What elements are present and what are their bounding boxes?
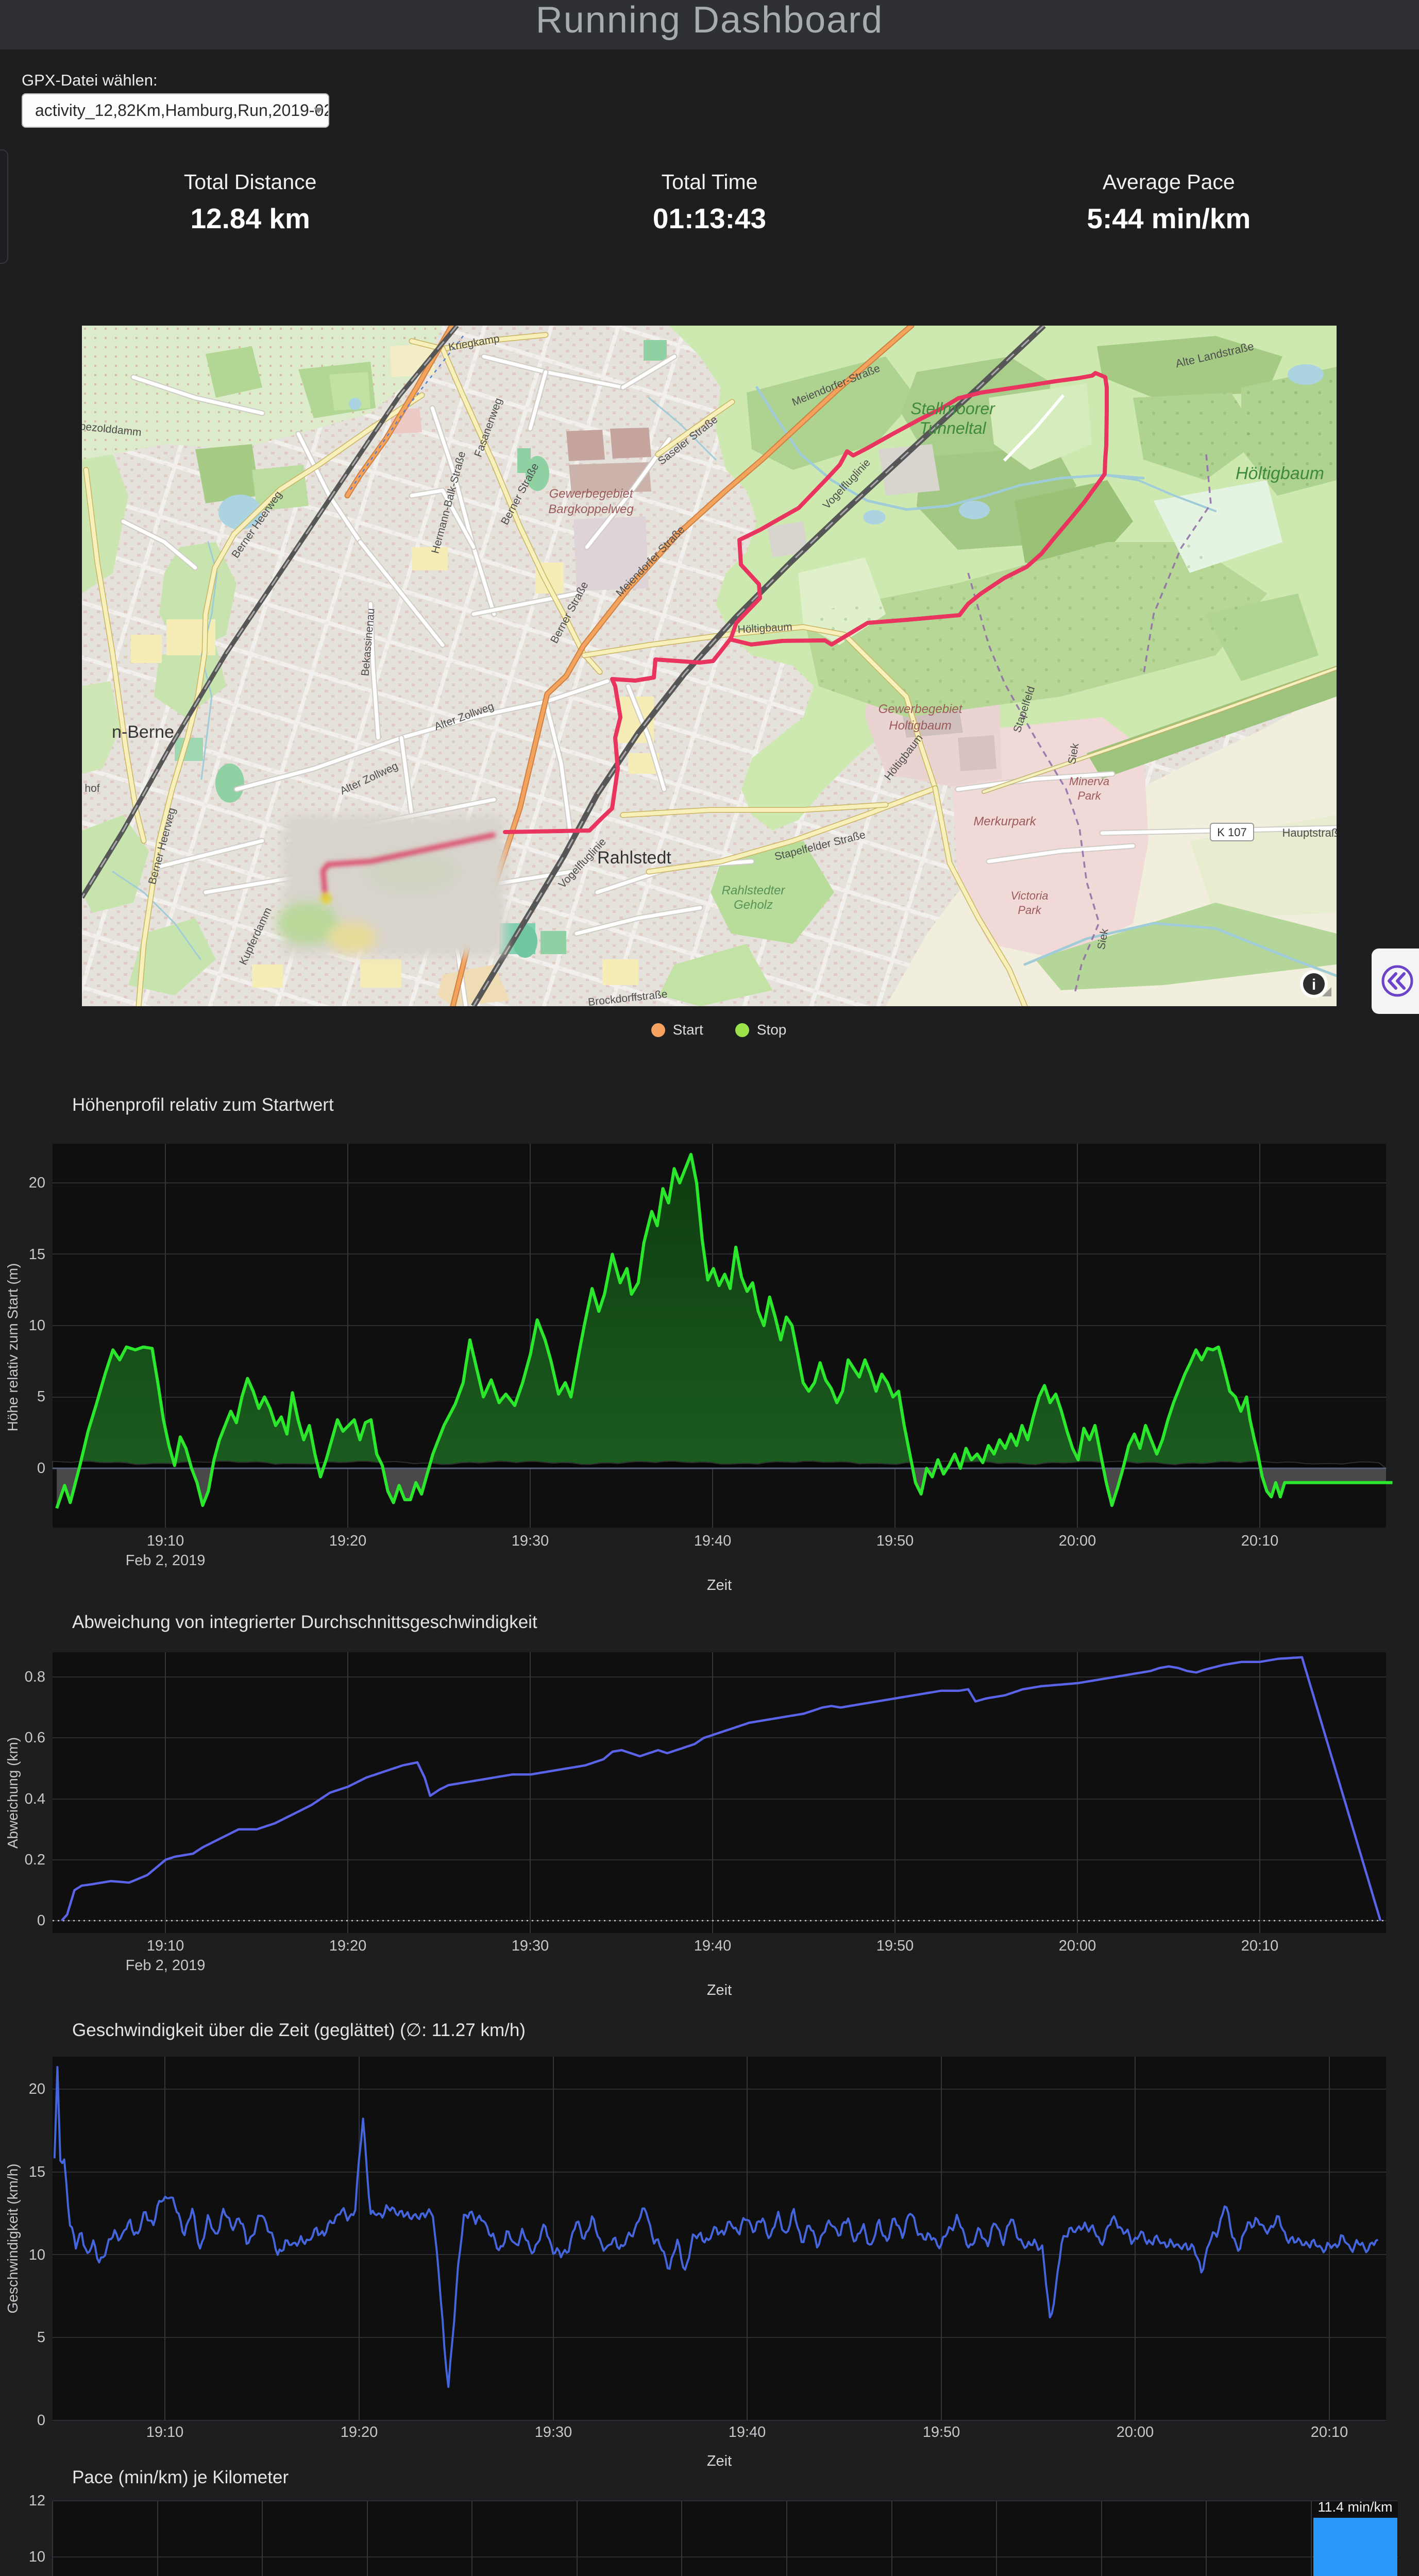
- svg-text:19:30: 19:30: [512, 1533, 549, 1549]
- svg-text:15: 15: [29, 2164, 45, 2180]
- svg-text:Höhe relativ zum Start (m): Höhe relativ zum Start (m): [5, 1263, 21, 1432]
- svg-text:15: 15: [29, 1246, 45, 1263]
- svg-text:19:10: 19:10: [146, 2424, 184, 2441]
- svg-text:Merkurpark: Merkurpark: [973, 815, 1037, 828]
- svg-text:Zeit: Zeit: [707, 1982, 732, 1998]
- svg-text:0: 0: [37, 2412, 45, 2429]
- svg-text:Höltigbaum: Höltigbaum: [1236, 464, 1324, 483]
- svg-text:10: 10: [29, 1317, 45, 1334]
- svg-text:19:50: 19:50: [923, 2424, 960, 2441]
- svg-text:0: 0: [37, 1912, 45, 1929]
- svg-text:Victoria: Victoria: [1011, 889, 1049, 902]
- svg-text:Bargkoppelweg: Bargkoppelweg: [548, 502, 634, 516]
- svg-text:19:30: 19:30: [535, 2424, 572, 2441]
- svg-text:19:10: 19:10: [147, 1533, 184, 1549]
- svg-text:Park: Park: [1018, 904, 1041, 917]
- svg-text:20:00: 20:00: [1059, 1533, 1096, 1549]
- svg-text:19:40: 19:40: [694, 1533, 732, 1549]
- svg-text:19:50: 19:50: [876, 1533, 914, 1549]
- svg-text:20:10: 20:10: [1241, 1938, 1279, 1954]
- svg-text:11.4 min/km: 11.4 min/km: [1317, 2499, 1392, 2515]
- svg-text:19:20: 19:20: [329, 1533, 367, 1549]
- svg-text:20:10: 20:10: [1311, 2424, 1348, 2441]
- svg-text:Höltigbaum: Höltigbaum: [737, 621, 792, 636]
- svg-text:0.8: 0.8: [25, 1669, 45, 1685]
- svg-text:Gewerbegebiet: Gewerbegebiet: [549, 487, 634, 501]
- svg-text:Minerva: Minerva: [1069, 775, 1109, 788]
- svg-text:Park: Park: [1077, 789, 1101, 802]
- svg-text:19:20: 19:20: [341, 2424, 378, 2441]
- svg-text:Stellmoorer: Stellmoorer: [910, 399, 995, 418]
- svg-text:Tunneltal: Tunneltal: [919, 419, 986, 437]
- svg-text:Gewerbegebiet: Gewerbegebiet: [879, 702, 963, 716]
- svg-text:10: 10: [29, 2247, 45, 2263]
- svg-text:19:50: 19:50: [876, 1938, 914, 1954]
- svg-text:0.6: 0.6: [25, 1730, 45, 1746]
- svg-text:19:40: 19:40: [729, 2424, 766, 2441]
- svg-text:19:40: 19:40: [694, 1938, 732, 1954]
- svg-text:Höhenprofil relativ zum Startw: Höhenprofil relativ zum Startwert: [72, 1095, 334, 1115]
- svg-text:Rahlstedt: Rahlstedt: [597, 848, 671, 868]
- svg-text:10: 10: [29, 2549, 45, 2565]
- svg-text:K 107: K 107: [1217, 826, 1247, 839]
- svg-text:n-Berne: n-Berne: [112, 722, 174, 742]
- svg-text:0.4: 0.4: [25, 1791, 45, 1807]
- svg-text:20: 20: [29, 1175, 45, 1191]
- svg-text:0.2: 0.2: [25, 1852, 45, 1868]
- svg-text:5: 5: [37, 2329, 45, 2346]
- svg-text:0: 0: [37, 1460, 45, 1477]
- svg-text:12: 12: [29, 2493, 45, 2509]
- svg-text:i: i: [1312, 976, 1316, 993]
- svg-text:Pace (min/km) je Kilometer: Pace (min/km) je Kilometer: [72, 2467, 289, 2487]
- svg-text:Abweichung von integrierter Du: Abweichung von integrierter Durchschnitt…: [72, 1612, 537, 1632]
- svg-text:Zeit: Zeit: [707, 2453, 732, 2469]
- svg-text:Geschwindigkeit über die Zeit: Geschwindigkeit über die Zeit (geglättet…: [72, 2020, 526, 2040]
- svg-text:19:30: 19:30: [512, 1938, 549, 1954]
- svg-text:20:00: 20:00: [1059, 1938, 1096, 1954]
- svg-text:20:00: 20:00: [1117, 2424, 1154, 2441]
- svg-text:Rahlstedter: Rahlstedter: [722, 884, 786, 897]
- svg-text:19:20: 19:20: [329, 1938, 367, 1954]
- svg-text:Geschwindigkeit (km/h): Geschwindigkeit (km/h): [5, 2164, 21, 2314]
- svg-text:Feb 2, 2019: Feb 2, 2019: [126, 1552, 206, 1569]
- svg-text:Hauptstraße: Hauptstraße: [1282, 826, 1337, 839]
- svg-text:Geholz: Geholz: [734, 898, 773, 912]
- svg-text:Feb 2, 2019: Feb 2, 2019: [126, 1957, 206, 1974]
- svg-text:19:10: 19:10: [147, 1938, 184, 1954]
- svg-text:Abweichung (km): Abweichung (km): [5, 1737, 21, 1849]
- svg-text:5: 5: [37, 1388, 45, 1405]
- svg-text:Zeit: Zeit: [707, 1577, 732, 1594]
- svg-text:20: 20: [29, 2081, 45, 2097]
- svg-text:Holtigbaum: Holtigbaum: [889, 719, 951, 733]
- svg-text:20:10: 20:10: [1241, 1533, 1279, 1549]
- svg-text:hof: hof: [85, 783, 99, 794]
